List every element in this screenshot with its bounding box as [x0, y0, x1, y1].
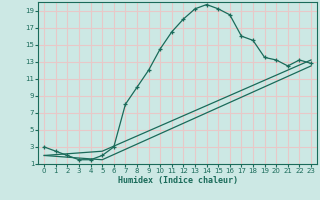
X-axis label: Humidex (Indice chaleur): Humidex (Indice chaleur) — [118, 176, 238, 185]
